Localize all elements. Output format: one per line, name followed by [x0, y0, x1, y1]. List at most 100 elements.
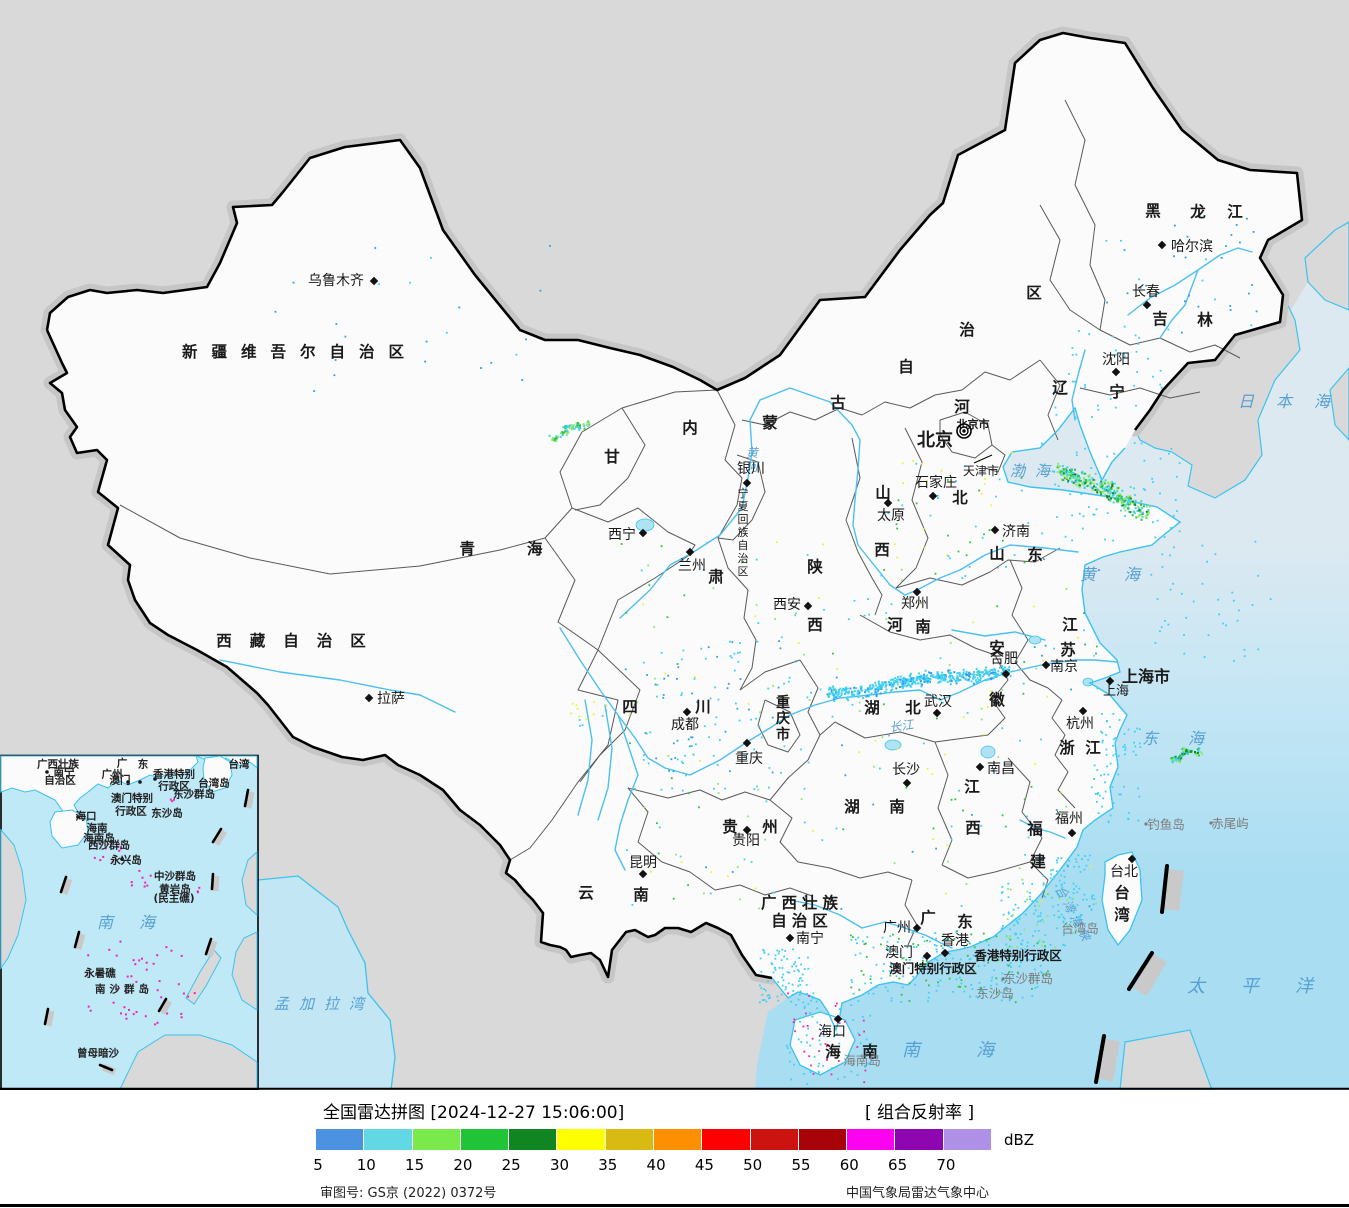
province-label: 海	[825, 1042, 841, 1061]
city-marker	[742, 825, 752, 835]
inset-dash-shadow	[60, 877, 73, 896]
island-label: 赤尾屿	[1211, 816, 1249, 831]
island-label: 东沙群岛	[1003, 971, 1053, 986]
scale-cell-55	[798, 1129, 848, 1150]
inset-mainland	[0, 755, 199, 819]
inset-foreign-land-4	[241, 850, 258, 917]
city-label: 南京	[1050, 659, 1078, 675]
province-label: 区	[1026, 284, 1042, 302]
city-marker	[785, 933, 795, 943]
province-label: 贵	[722, 817, 738, 836]
province-label: 陕	[807, 557, 823, 576]
province-label: 内	[682, 418, 698, 437]
inset-label: 海南岛	[83, 832, 115, 845]
city-label: 西宁	[608, 526, 636, 543]
inset-label: 台湾	[229, 758, 250, 771]
inset-dash-shadow	[74, 933, 86, 950]
province-label: 自	[898, 357, 914, 376]
inset-city-dot	[153, 777, 157, 781]
city-marker	[975, 762, 985, 772]
province-label: 甘	[604, 448, 620, 466]
city-label: 广州	[883, 920, 911, 936]
province-label: 北	[905, 699, 921, 717]
inset-label: 自治区	[44, 774, 76, 787]
city-label: 香港	[941, 933, 969, 949]
province-label: 广	[920, 908, 936, 927]
map-approval-number: 审图号: GS京 (2022) 0372号	[320, 1186, 497, 1201]
province-label-vertical: 庆	[776, 710, 790, 727]
inset-label: 广州	[102, 768, 123, 781]
inset-foreign-land-2	[185, 949, 222, 1005]
sea-label-vertical: 黄	[746, 446, 760, 460]
province-label: 西	[874, 541, 890, 559]
city-label: 贵阳	[732, 833, 760, 849]
inset-sea-label: 南海	[97, 913, 181, 932]
inset-dash	[211, 827, 223, 844]
province-label: 南	[862, 1042, 878, 1061]
sea-label: 南海	[902, 1040, 1050, 1061]
scale-tick: 30	[549, 1156, 570, 1174]
province-label: 南	[633, 885, 649, 904]
province-label: 四	[622, 698, 638, 716]
sea-label: 黄海	[1080, 565, 1168, 584]
island-label: 海南岛	[843, 1053, 881, 1068]
inset-city-dot	[138, 780, 142, 784]
guangxi-coast-echo	[758, 948, 810, 1004]
scale-tick: 20	[453, 1156, 473, 1174]
inset-foreign-land-0	[0, 828, 27, 970]
inset-islands-nansha	[86, 940, 196, 1026]
province-label: 江	[1062, 616, 1078, 634]
city-marker	[638, 869, 648, 879]
scale-cell-20	[460, 1129, 510, 1150]
zhejiang-coast-echo	[1093, 713, 1142, 824]
city-marker	[1142, 300, 1152, 310]
province-label: 林	[1197, 310, 1213, 329]
city-marker	[922, 951, 932, 961]
inset-label: 东沙群岛	[173, 788, 215, 801]
province-label: 北	[952, 489, 968, 507]
unit-label: dBZ	[1004, 1131, 1035, 1149]
province-label: 徽	[988, 690, 1005, 709]
city-marker	[638, 528, 648, 538]
inset-dash	[210, 872, 215, 891]
province-label-vertical: 夏	[738, 500, 749, 513]
liaoning-dots	[1053, 330, 1163, 419]
inset-label: 东	[138, 758, 149, 771]
inset-label: 永兴岛	[109, 854, 142, 867]
china-coastline	[771, 406, 1182, 1033]
province-label-vertical: 市	[776, 726, 790, 743]
sichuan-speckle	[642, 640, 791, 792]
city-label: 哈尔滨	[1171, 239, 1213, 255]
product-label: [ 组合反射率 ]	[865, 1103, 975, 1123]
city-marker	[685, 547, 695, 557]
inset-label: 海口	[76, 810, 97, 823]
province-label: 古	[830, 393, 846, 412]
scale-tick: 45	[694, 1156, 714, 1174]
hongze-lake	[1028, 635, 1042, 645]
scale-tick: 55	[791, 1156, 811, 1174]
tibet-dots	[570, 701, 608, 727]
province-label: 山	[875, 484, 891, 502]
capital-marker-outer	[956, 423, 972, 439]
city-marker	[364, 693, 374, 703]
island-label: 台湾岛	[1061, 921, 1099, 936]
province-label: 湾	[1114, 905, 1130, 924]
city-label: 台北	[1110, 864, 1138, 880]
hubei-yangtze-echo	[826, 665, 1012, 702]
poyang-lake	[980, 745, 996, 759]
province-label-vertical: 重	[776, 694, 790, 711]
province-label: 福	[1026, 819, 1043, 838]
admin-small-label: 澳门特别行政区	[889, 961, 977, 976]
province-label: 湖	[864, 699, 880, 717]
inset-label: 澳门特别	[111, 792, 153, 805]
inset-label: 广西壮族	[37, 758, 79, 771]
scale-cell-65	[895, 1129, 944, 1150]
island-dot	[1144, 822, 1148, 826]
city-marker	[682, 707, 692, 717]
china-territory	[47, 33, 1302, 1030]
inset-dash-shadow	[244, 791, 255, 809]
sea-label-vertical: 河	[746, 460, 760, 474]
city-label: 太原	[877, 508, 905, 524]
province-label: 湖	[844, 798, 860, 816]
